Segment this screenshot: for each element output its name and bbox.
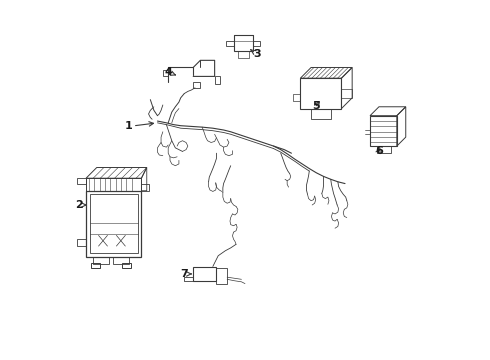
Text: 3: 3 [251, 49, 261, 59]
Text: 1: 1 [125, 121, 153, 131]
Text: 7: 7 [180, 269, 191, 279]
Bar [234, 35, 253, 51]
Bar [92, 263, 100, 267]
Text: 4: 4 [164, 67, 175, 77]
Text: 2: 2 [75, 200, 86, 210]
Bar [86, 178, 142, 191]
Bar [93, 257, 109, 264]
Bar [300, 78, 342, 109]
Bar [90, 194, 138, 253]
Bar [113, 257, 129, 264]
Text: 6: 6 [375, 146, 383, 156]
Text: 5: 5 [313, 101, 320, 111]
Bar [377, 146, 392, 153]
Bar [217, 267, 227, 284]
Bar [122, 263, 131, 267]
Bar [86, 191, 142, 257]
Bar [193, 267, 217, 281]
Bar [370, 116, 397, 146]
Bar [311, 109, 331, 119]
